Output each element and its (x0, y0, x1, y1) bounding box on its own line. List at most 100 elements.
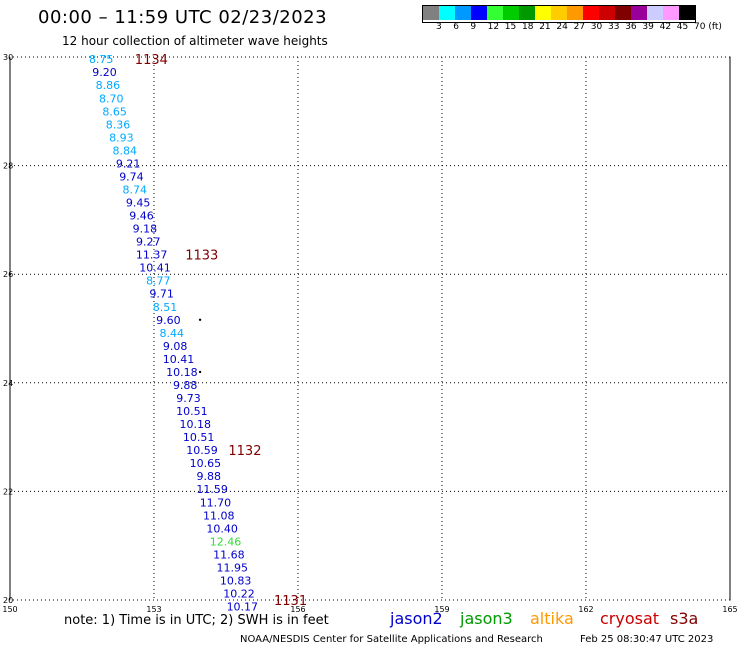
color-scale-label: 45 (676, 22, 689, 32)
color-scale-label: 33 (608, 22, 620, 32)
color-scale-legend (422, 5, 696, 23)
wave-height-value: 8.84 (112, 144, 137, 157)
satellite-legend-cryosat: cryosat (600, 609, 660, 628)
color-swatch (423, 6, 439, 20)
color-swatch (583, 6, 599, 20)
wave-height-value: 10.51 (183, 431, 215, 444)
color-scale-label: 21 (539, 22, 551, 32)
wave-height-value: 8.74 (123, 183, 148, 196)
wave-height-value: 8.51 (153, 301, 178, 314)
wave-height-value: 10.17 (227, 601, 259, 614)
y-tick-label: 22 (3, 487, 13, 496)
color-scale-label: 30 (590, 22, 603, 32)
color-scale-label: 3 (436, 22, 442, 32)
color-scale-label: 39 (642, 22, 654, 32)
satellite-legend-altika: altika (530, 609, 574, 628)
wave-height-value: 9.21 (116, 157, 141, 170)
wave-height-value: 8.65 (102, 105, 127, 118)
page-subtitle: 12 hour collection of altimeter wave hei… (62, 34, 328, 48)
wave-height-value: 9.88 (173, 379, 198, 392)
wave-height-value: 10.83 (220, 574, 252, 587)
color-swatch (567, 6, 583, 20)
wave-height-value: 9.73 (176, 392, 201, 405)
color-swatch (615, 6, 631, 20)
wave-height-value: 11.68 (213, 548, 245, 561)
satellite-legend-jason2: jason2 (390, 609, 443, 628)
generated-timestamp: Feb 25 08:30:47 UTC 2023 (580, 634, 714, 645)
color-scale-label: 12 (487, 22, 500, 32)
y-tick-label: 20 (3, 596, 13, 605)
color-scale-label: 9 (470, 22, 477, 32)
wave-height-value: 10.65 (190, 457, 222, 470)
color-scale-label: 36 (625, 22, 637, 32)
wave-height-value: 12.46 (210, 535, 242, 548)
wave-height-value: 9.18 (133, 223, 158, 236)
page-title: 00:00 – 11:59 UTC 02/23/2023 (38, 7, 328, 28)
wave-height-value: 8.44 (160, 327, 185, 340)
wave-height-value: 10.51 (176, 405, 208, 418)
color-swatch (519, 6, 535, 20)
wave-height-value: 10.40 (206, 522, 238, 535)
wave-height-value: 11.08 (203, 509, 235, 522)
y-tick-label: 26 (3, 270, 13, 279)
wave-height-value: 9.46 (129, 210, 154, 223)
color-swatch (535, 6, 551, 20)
wave-height-value: 10.41 (163, 353, 195, 366)
pass-number-label: 1132 (228, 444, 261, 459)
wave-height-value: 8.70 (99, 92, 124, 105)
y-tick-label: 28 (3, 162, 13, 171)
color-scale-label: 6 (453, 22, 459, 32)
color-swatch (599, 6, 615, 20)
x-tick-label: 165 (722, 605, 737, 614)
color-scale-label: 15 (504, 22, 517, 32)
color-swatch (647, 6, 663, 20)
color-swatch (679, 6, 695, 20)
color-scale-label: 24 (556, 22, 568, 32)
y-tick-label: 30 (3, 53, 13, 62)
units-note: note: 1) Time is in UTC; 2) SWH is in fe… (64, 613, 329, 628)
wave-height-value: 8.93 (109, 131, 134, 144)
x-tick-label: 156 (290, 605, 305, 614)
wave-height-value: 11.95 (216, 561, 248, 574)
wave-height-value: 8.86 (96, 79, 121, 92)
wave-height-value: 9.71 (149, 288, 174, 301)
wave-height-value: 9.20 (92, 66, 117, 79)
color-swatch (503, 6, 519, 20)
wave-height-value: 10.18 (180, 418, 212, 431)
color-scale-label: 70 (ft) (694, 22, 722, 32)
wave-height-value: 9.27 (136, 236, 161, 249)
wave-height-value: 10.41 (139, 262, 171, 275)
color-swatch (487, 6, 503, 20)
x-tick-label: 159 (434, 605, 449, 614)
satellite-legend-s3a: s3a (670, 609, 699, 628)
wave-height-value: 8.77 (146, 275, 171, 288)
wave-height-value: 9.88 (196, 470, 221, 483)
color-swatch (455, 6, 471, 20)
color-swatch (471, 6, 487, 20)
color-swatch (631, 6, 647, 20)
credit-line: NOAA/NESDIS Center for Satellite Applica… (240, 634, 543, 645)
pass-number-label: 1131 (274, 594, 307, 609)
x-tick-label: 150 (2, 605, 17, 614)
color-scale-label: 27 (573, 22, 586, 32)
wave-height-value: 9.08 (163, 340, 188, 353)
satellite-legend-jason3: jason3 (460, 609, 513, 628)
wave-height-value: 11.70 (200, 496, 232, 509)
x-tick-label: 153 (146, 605, 161, 614)
x-tick-label: 162 (578, 605, 593, 614)
observation-dot (198, 370, 202, 374)
pass-number-label: 1134 (135, 53, 168, 68)
wave-height-value: 11.59 (196, 483, 228, 496)
wave-height-value: 8.75 (89, 53, 114, 66)
y-tick-label: 24 (3, 379, 13, 388)
wave-height-value: 10.22 (223, 587, 255, 600)
color-scale-label: 18 (522, 22, 534, 32)
color-swatch (663, 6, 679, 20)
pass-number-label: 1133 (185, 249, 218, 264)
wave-height-value: 11.37 (136, 249, 168, 262)
wave-height-value: 9.60 (156, 314, 181, 327)
color-scale-label: 42 (659, 22, 672, 32)
color-swatch (439, 6, 455, 20)
observation-dot (198, 318, 202, 322)
